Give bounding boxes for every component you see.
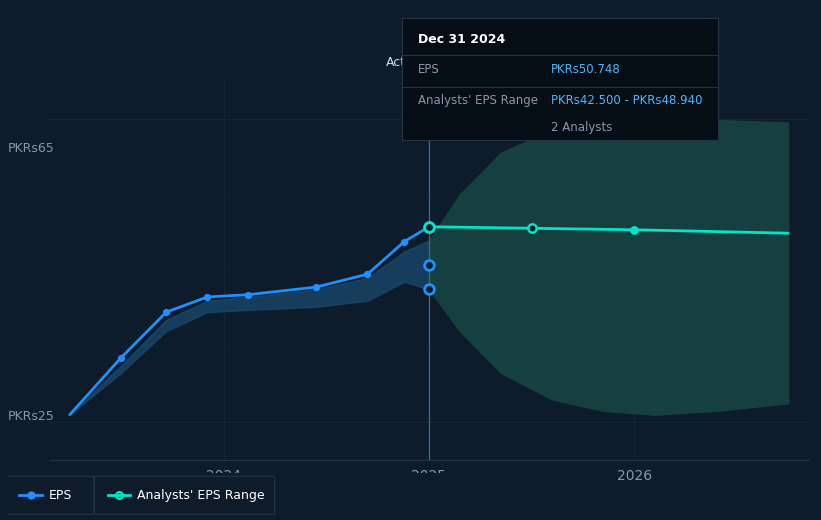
Text: PKRs42.500 - PKRs48.940: PKRs42.500 - PKRs48.940 (551, 94, 702, 107)
Text: Analysts' EPS Range: Analysts' EPS Range (418, 94, 538, 107)
Text: EPS: EPS (418, 63, 440, 76)
Point (397, 238, 410, 246)
Text: Analysts' EPS Range: Analysts' EPS Range (137, 489, 264, 502)
Text: PKRs50.748: PKRs50.748 (551, 63, 621, 76)
Point (310, 283, 323, 291)
Point (159, 308, 172, 316)
Point (200, 293, 213, 301)
Point (360, 270, 374, 278)
Point (114, 354, 127, 362)
Text: 2 Analysts: 2 Analysts (551, 121, 612, 134)
Point (241, 291, 255, 299)
Text: PKRs25: PKRs25 (7, 410, 54, 423)
Text: Dec 31 2024: Dec 31 2024 (418, 33, 506, 46)
Text: Analysts Forecasts: Analysts Forecasts (433, 56, 549, 69)
Text: PKRs65: PKRs65 (7, 142, 54, 155)
Text: Actual: Actual (386, 56, 425, 69)
Text: EPS: EPS (49, 489, 72, 502)
Point (627, 226, 640, 234)
